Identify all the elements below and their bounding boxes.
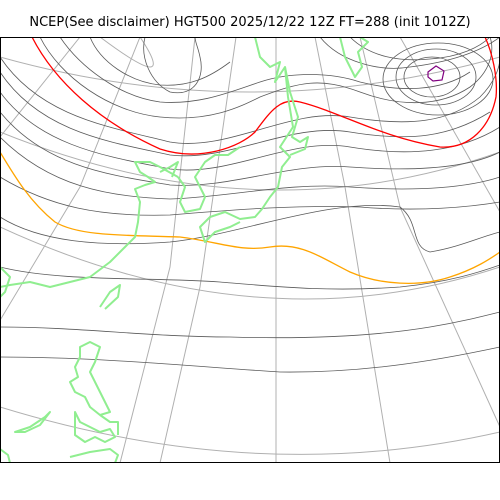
contour-orange xyxy=(0,151,500,284)
graticule-parallels xyxy=(0,37,500,455)
height-contours xyxy=(0,37,500,373)
map-panel xyxy=(0,37,500,463)
closed-contour-purple xyxy=(427,65,445,82)
contour-red xyxy=(31,37,498,155)
coastlines xyxy=(0,37,369,463)
hgt500-map xyxy=(0,37,500,463)
map-title: NCEP(See disclaimer) HGT500 2025/12/22 1… xyxy=(29,15,471,30)
